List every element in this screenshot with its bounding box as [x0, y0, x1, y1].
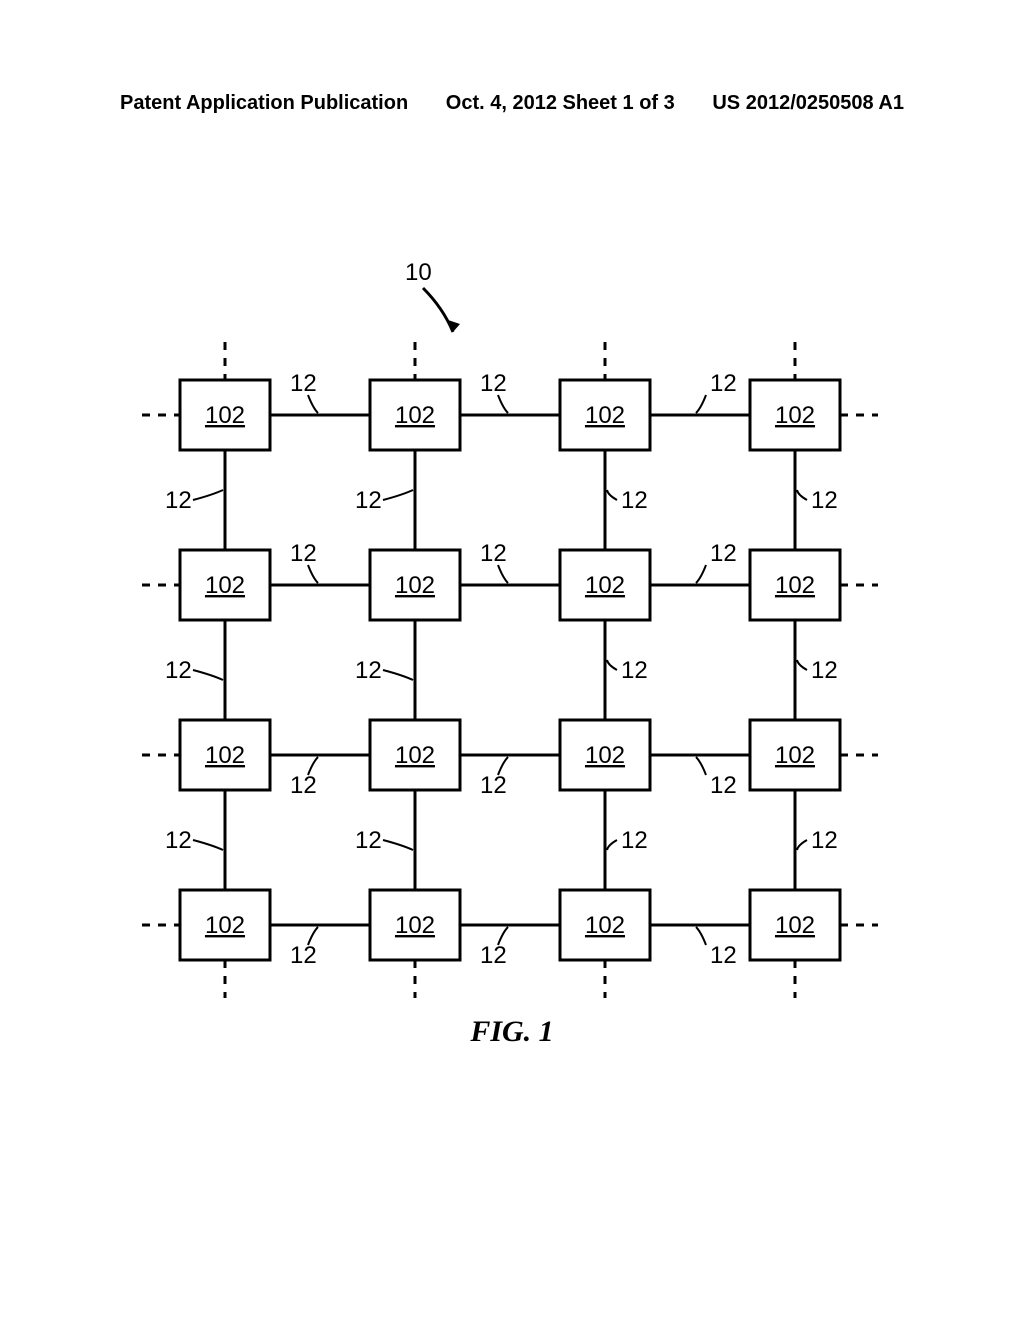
ref-12-leader: [383, 840, 413, 850]
ref-12-label: 12: [621, 487, 648, 514]
ref-12-label: 12: [165, 827, 192, 854]
ref-12-leader: [193, 840, 223, 850]
node-label: 102: [395, 572, 435, 599]
ref-12-leader: [308, 565, 318, 583]
ref-12-leader: [696, 757, 706, 775]
ref-12-leader: [193, 490, 223, 500]
ref-12-leader: [696, 565, 706, 583]
ref-12-leader: [383, 490, 413, 500]
ref-12-label: 12: [621, 827, 648, 854]
ref-12-label: 12: [165, 487, 192, 514]
header-center: Oct. 4, 2012 Sheet 1 of 3: [446, 92, 675, 115]
ref-12-label: 12: [480, 772, 507, 799]
ref-12-label: 12: [355, 657, 382, 684]
ref-12-label: 12: [290, 772, 317, 799]
ref-12-label: 12: [290, 942, 317, 969]
node-label: 102: [205, 912, 245, 939]
ref-12-label: 12: [811, 487, 838, 514]
ref-12-label: 12: [290, 540, 317, 567]
page: Patent Application Publication Oct. 4, 2…: [0, 0, 1024, 1320]
ref-12-leader: [797, 840, 807, 850]
ref-12-label: 12: [480, 540, 507, 567]
ref-12-label: 12: [710, 772, 737, 799]
figure-1-diagram: 102 102 102 102 102 102 102 102 102 102 102 102 102 1…: [110, 260, 914, 1095]
ref-12-label: 12: [710, 370, 737, 397]
node-label: 102: [585, 742, 625, 769]
ref-12-label: 12: [811, 827, 838, 854]
ref-10: 10: [405, 260, 432, 286]
node-label: 102: [395, 402, 435, 429]
node-label: 102: [205, 742, 245, 769]
ref-12-leader: [797, 490, 807, 500]
ref-12-label: 12: [165, 657, 192, 684]
node-label: 102: [205, 572, 245, 599]
ref-10-leader: [423, 288, 453, 332]
ref-12-label: 12: [710, 540, 737, 567]
ref-12-leader: [607, 660, 617, 670]
page-header: Patent Application Publication Oct. 4, 2…: [0, 92, 1024, 115]
node-label: 102: [775, 572, 815, 599]
node-label: 102: [205, 402, 245, 429]
header-right: US 2012/0250508 A1: [712, 92, 904, 115]
ref-12-leader: [607, 840, 617, 850]
node-label: 102: [585, 402, 625, 429]
ref-12-leader: [696, 395, 706, 413]
ref-12-leader: [607, 490, 617, 500]
ref-12-leader: [498, 565, 508, 583]
ref-12-leader: [383, 670, 413, 680]
ref-12-label: 12: [355, 827, 382, 854]
node-label: 102: [775, 912, 815, 939]
ref-12-label: 12: [290, 370, 317, 397]
figure-caption: FIG. 1: [110, 1015, 914, 1049]
ref-12-label: 12: [811, 657, 838, 684]
ref-12-leader: [696, 927, 706, 945]
ref-12-label: 12: [710, 942, 737, 969]
node-label: 102: [775, 742, 815, 769]
ref-12-label: 12: [355, 487, 382, 514]
ref-12-leader: [193, 670, 223, 680]
ref-12-label: 12: [621, 657, 648, 684]
node-label: 102: [395, 742, 435, 769]
node-label: 102: [585, 572, 625, 599]
node-label: 102: [775, 402, 815, 429]
network-mesh-svg: 102 102 102 102 102 102 102 102 102 102 102 102 102 1…: [110, 260, 914, 1090]
ref-12-label: 12: [480, 942, 507, 969]
node-label: 102: [585, 912, 625, 939]
ref-12-leader: [498, 395, 508, 413]
ref-12-leader: [797, 660, 807, 670]
node-label: 102: [395, 912, 435, 939]
ref-12-label: 12: [480, 370, 507, 397]
header-left: Patent Application Publication: [120, 92, 408, 115]
ref-12-leader: [308, 395, 318, 413]
